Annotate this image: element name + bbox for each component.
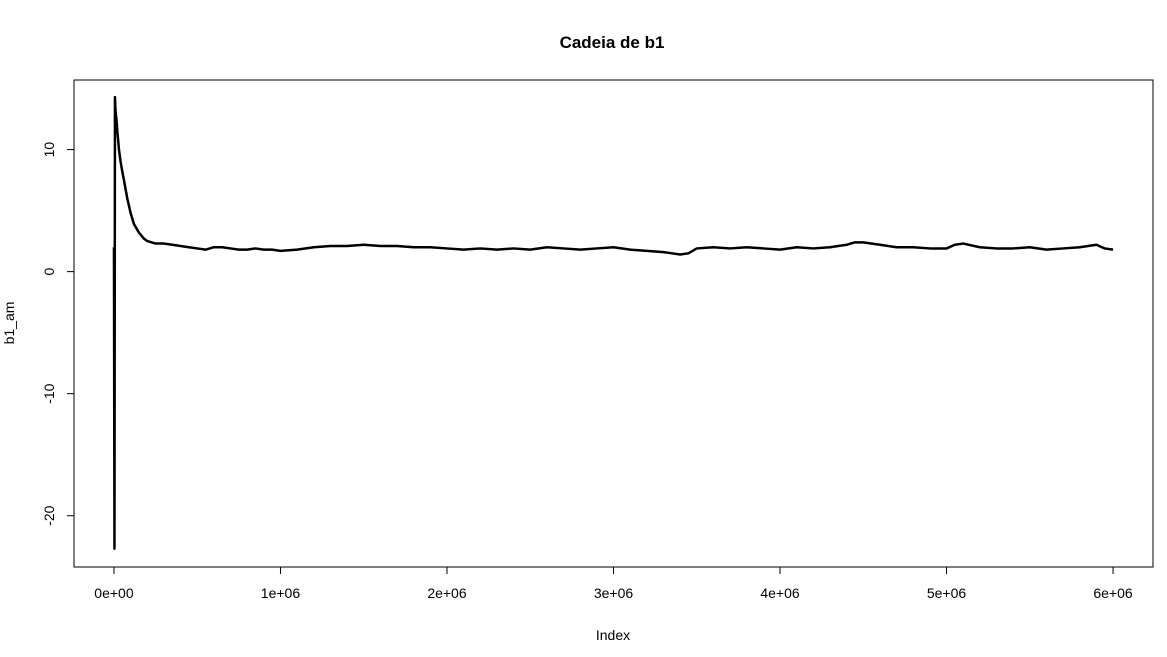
x-tick-label: 5e+06 [927, 585, 967, 601]
x-tick-label: 2e+06 [427, 585, 467, 601]
x-tick-label: 1e+06 [261, 585, 301, 601]
x-axis-label: Index [596, 627, 630, 643]
x-tick-label: 6e+06 [1093, 585, 1133, 601]
y-tick-label: 10 [41, 142, 57, 158]
x-axis: 0e+00 1e+06 2e+06 3e+06 4e+06 5e+06 6e+06 [94, 566, 1133, 601]
chart-title: Cadeia de b1 [560, 33, 665, 52]
y-axis-label: b1_am [1, 302, 17, 345]
x-tick-label: 4e+06 [760, 585, 800, 601]
y-tick-label: -20 [41, 505, 57, 525]
y-tick-label: 0 [41, 268, 57, 276]
series-layer [112, 95, 1114, 550]
x-tick-label: 3e+06 [594, 585, 634, 601]
y-tick-label: -10 [41, 383, 57, 403]
y-axis: -20 -10 0 10 [41, 142, 75, 526]
series-line [112, 95, 1114, 550]
x-tick-label: 0e+00 [94, 585, 134, 601]
